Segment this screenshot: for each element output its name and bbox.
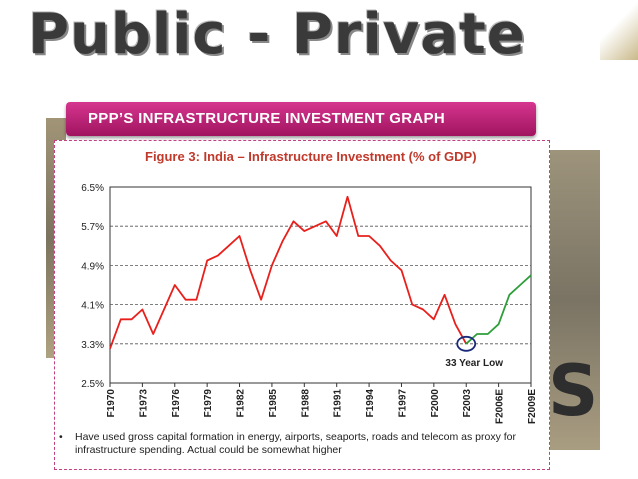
background-title-left: Public bbox=[28, 2, 227, 67]
x-tick-label: F1979 bbox=[203, 389, 214, 418]
chart-panel: 2.5% 3.3% 4.1% 4.9% 5.7% 6.5% F1970 F1973 F1976 F… bbox=[54, 140, 550, 470]
slide-title: PPP’S INFRASTRUCTURE INVESTMENT GRAPH bbox=[88, 110, 445, 127]
x-tick-label: F1994 bbox=[365, 389, 376, 418]
chart-title: Figure 3: India – Infrastructure Investm… bbox=[145, 149, 477, 164]
x-tick-label: F2003 bbox=[462, 389, 473, 418]
background-title-text: Public - Private bbox=[28, 2, 526, 67]
annotation-label: 33 Year Low bbox=[445, 358, 503, 369]
series-line-1 bbox=[109, 195, 467, 350]
y-tick-label: 6.5% bbox=[81, 183, 104, 194]
line-chart: 2.5% 3.3% 4.1% 4.9% 5.7% 6.5% F1970 F1973 F1976 F… bbox=[81, 183, 538, 424]
y-tick-label: 5.7% bbox=[81, 222, 104, 233]
x-tick-label: F2009E bbox=[527, 389, 538, 424]
y-tick-label: 4.9% bbox=[81, 261, 104, 272]
y-tick-label: 2.5% bbox=[81, 379, 104, 390]
y-tick-label: 3.3% bbox=[81, 340, 104, 351]
background-fragment-letter: S bbox=[548, 350, 599, 432]
x-tick-label: F1982 bbox=[236, 389, 247, 418]
footnote: • Have used gross capital formation in e… bbox=[59, 431, 545, 457]
slide-title-banner: PPP’S INFRASTRUCTURE INVESTMENT GRAPH bbox=[66, 102, 536, 136]
annotation-circle bbox=[456, 335, 477, 352]
series-line-2 bbox=[465, 274, 532, 345]
background-right-strip bbox=[545, 150, 600, 450]
x-tick-label: F1973 bbox=[138, 389, 149, 418]
x-tick-label: F1997 bbox=[397, 389, 408, 418]
footnote-text: Have used gross capital formation in ene… bbox=[75, 431, 517, 456]
x-tick-label: F2006E bbox=[495, 389, 506, 424]
footnote-bullet: • bbox=[59, 431, 63, 443]
background-corner-decoration bbox=[600, 0, 638, 60]
background-title-dash: - bbox=[247, 2, 272, 67]
x-tick-label: F1988 bbox=[300, 389, 311, 418]
x-tick-label: F1985 bbox=[268, 389, 279, 418]
x-tick-label: F2000 bbox=[430, 389, 441, 418]
x-tick-label: F1970 bbox=[106, 389, 117, 418]
y-tick-label: 4.1% bbox=[81, 301, 104, 312]
x-tick-label: F1976 bbox=[171, 389, 182, 418]
plot-area-frame bbox=[109, 186, 532, 384]
x-tick-label: F1991 bbox=[333, 389, 344, 418]
background-title-right: Private bbox=[291, 2, 526, 67]
